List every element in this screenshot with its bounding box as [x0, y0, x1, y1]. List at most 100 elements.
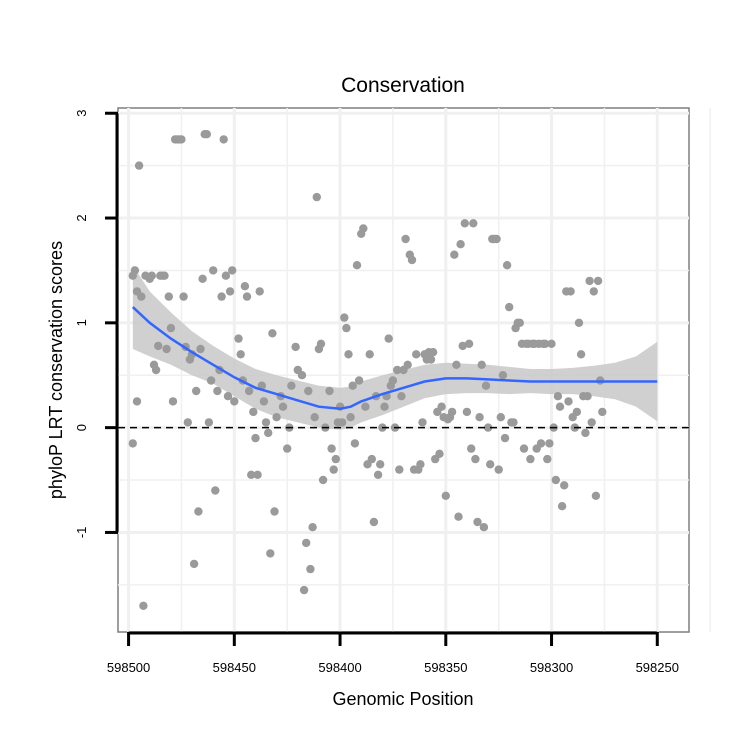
data-point — [162, 344, 171, 354]
y-tick-label: -1 — [74, 527, 89, 539]
data-point — [264, 428, 273, 438]
data-point — [164, 292, 173, 301]
data-point — [376, 460, 385, 469]
data-point — [268, 329, 277, 338]
data-point — [139, 601, 148, 610]
data-point — [183, 418, 192, 427]
data-point — [403, 360, 412, 369]
data-point — [310, 413, 319, 422]
data-point — [297, 371, 307, 380]
data-point — [471, 454, 480, 464]
data-point — [373, 470, 383, 479]
data-point — [225, 287, 235, 296]
data-point — [312, 192, 321, 202]
data-point — [555, 402, 565, 411]
data-point — [137, 292, 146, 301]
data-point — [441, 491, 450, 500]
data-point — [283, 444, 292, 453]
data-point — [519, 444, 529, 453]
data-point — [460, 219, 469, 228]
data-point — [302, 538, 311, 548]
data-point — [553, 392, 563, 401]
data-point — [348, 381, 357, 390]
data-point — [591, 491, 601, 500]
data-point — [492, 234, 501, 244]
data-point — [509, 418, 518, 427]
data-point — [464, 339, 474, 348]
data-point — [177, 135, 186, 144]
data-point — [486, 460, 495, 469]
data-point — [498, 371, 508, 380]
data-point — [259, 397, 269, 406]
data-point — [418, 418, 427, 427]
data-point — [574, 318, 584, 327]
data-point — [352, 261, 362, 270]
data-point — [496, 413, 505, 422]
data-point — [147, 271, 156, 280]
y-tick-label: 1 — [74, 319, 89, 326]
data-point — [447, 407, 457, 417]
data-point — [426, 355, 436, 364]
data-point — [249, 407, 258, 417]
data-point — [198, 274, 207, 283]
data-point — [206, 376, 216, 385]
data-point — [247, 470, 256, 479]
data-point — [342, 323, 351, 333]
data-point — [526, 454, 535, 464]
data-point — [308, 523, 317, 532]
data-point — [132, 397, 142, 406]
data-point — [128, 439, 137, 448]
data-point — [397, 392, 406, 401]
data-point — [236, 350, 245, 359]
data-point — [331, 454, 340, 464]
smooth-trend-line — [131, 306, 658, 411]
data-point — [576, 350, 586, 359]
data-point — [316, 339, 326, 348]
data-point — [272, 413, 281, 422]
data-point — [547, 339, 556, 348]
data-point — [325, 386, 334, 396]
data-point — [130, 266, 140, 275]
data-point — [456, 240, 465, 249]
data-point — [428, 348, 438, 357]
data-point — [344, 350, 353, 359]
data-point — [557, 502, 567, 511]
data-point — [437, 402, 446, 411]
data-point — [318, 475, 328, 485]
data-point — [189, 559, 199, 569]
chart-title: Conservation — [341, 74, 465, 97]
data-point — [327, 444, 336, 453]
data-point — [194, 507, 203, 516]
data-point — [587, 418, 596, 427]
data-point — [266, 549, 275, 558]
data-point — [261, 418, 271, 427]
data-point — [234, 334, 243, 343]
y-axis-label: phyloP LRT conservation scores — [46, 241, 66, 499]
x-axis-label: Genomic Position — [332, 689, 473, 709]
x-tick-label: 598400 — [318, 660, 361, 675]
data-point — [450, 250, 459, 259]
x-tick-label: 598450 — [213, 660, 256, 675]
data-point — [209, 266, 218, 275]
data-point — [416, 460, 425, 469]
data-point — [346, 413, 355, 422]
data-points — [128, 130, 607, 610]
data-point — [564, 397, 573, 406]
data-point — [365, 350, 374, 359]
data-point — [572, 407, 582, 417]
data-point — [479, 523, 489, 532]
data-point — [230, 397, 239, 406]
data-point — [151, 365, 161, 375]
data-point — [469, 219, 478, 228]
data-point — [228, 266, 237, 275]
y-tick-label: 0 — [74, 424, 89, 431]
data-point — [255, 287, 264, 296]
y-tick-label: 3 — [74, 110, 89, 117]
data-point — [251, 433, 260, 443]
data-point — [502, 261, 512, 270]
data-point — [462, 407, 472, 417]
data-point — [407, 255, 417, 265]
smooth-line — [131, 306, 658, 411]
data-point — [412, 350, 421, 359]
data-point — [473, 517, 482, 527]
